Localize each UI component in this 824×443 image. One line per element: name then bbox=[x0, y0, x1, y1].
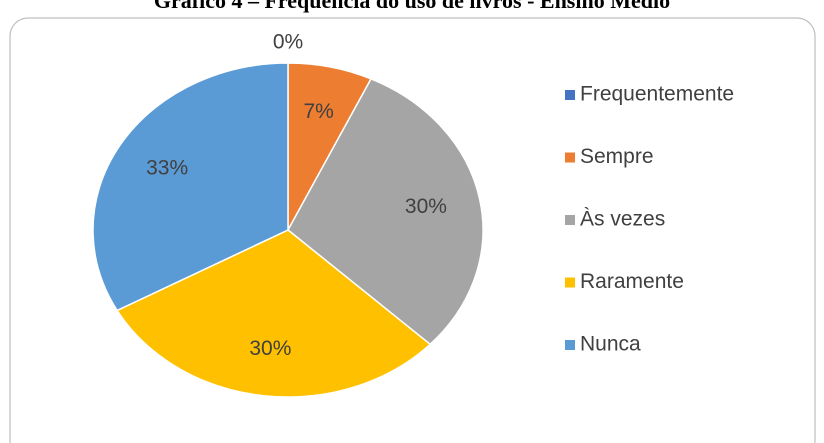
pie-slice bbox=[287, 77, 484, 346]
legend-swatch bbox=[565, 340, 575, 350]
data-label: 7% bbox=[303, 100, 333, 123]
legend-label: Às vezes bbox=[580, 208, 665, 231]
legend-swatch bbox=[565, 90, 575, 100]
data-label: 0% bbox=[273, 31, 303, 54]
legend-label: Frequentemente bbox=[580, 83, 734, 106]
legend-label: Sempre bbox=[580, 145, 654, 168]
legend-swatch bbox=[565, 215, 575, 225]
legend-swatch bbox=[565, 152, 575, 163]
legend-swatch bbox=[565, 277, 575, 288]
legend-label: Nunca bbox=[580, 333, 641, 356]
pie-slice bbox=[92, 62, 289, 312]
data-label: 30% bbox=[405, 195, 447, 218]
legend-label: Raramente bbox=[580, 270, 684, 293]
data-label: 33% bbox=[146, 156, 188, 179]
data-label: 30% bbox=[249, 337, 291, 360]
pie-slice bbox=[116, 229, 432, 398]
chart-title: Gráfico 4 – Frequência do uso de livros … bbox=[154, 0, 670, 13]
